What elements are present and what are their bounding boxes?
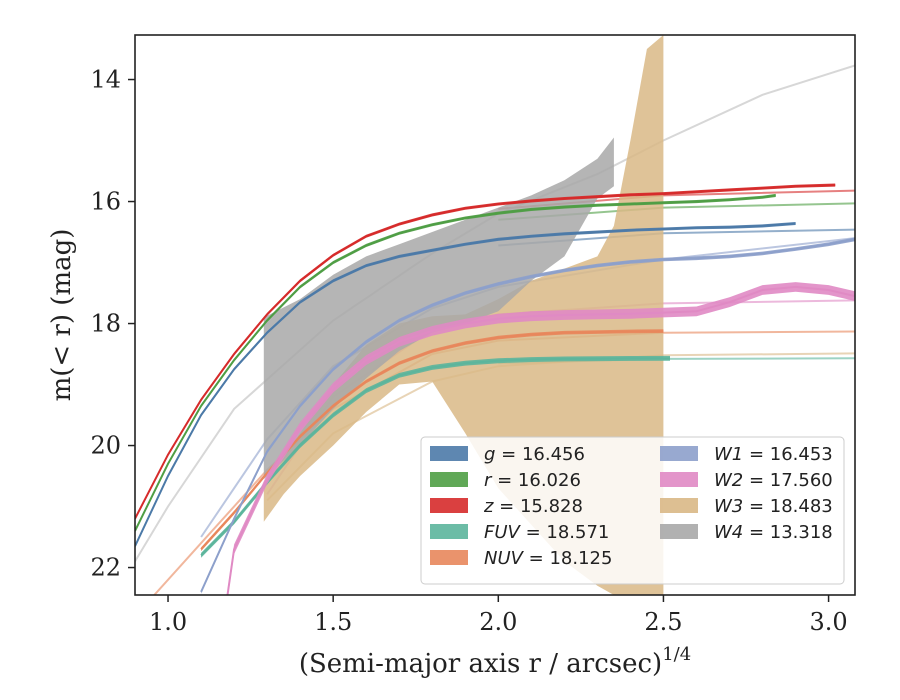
legend-swatch-w4 (660, 524, 698, 539)
legend-box (420, 436, 845, 585)
x-tick-label: 1.5 (314, 608, 352, 636)
legend-swatch-fuv (430, 524, 468, 539)
legend-swatch-w1 (660, 446, 698, 461)
x-axis-label: (Semi-major axis r / arcsec)1/4 (299, 644, 691, 679)
legend-label-w1: W1 = 16.453 (714, 444, 833, 465)
legend-label-fuv: FUV = 18.571 (484, 522, 609, 543)
x-tick-label: 1.0 (149, 608, 187, 636)
series-w2-line (226, 285, 855, 595)
legend-swatch-z (430, 498, 468, 513)
legend-label-r: r = 16.026 (484, 470, 581, 491)
y-tick-label: 22 (90, 554, 121, 582)
legend-label-g: g = 16.456 (484, 444, 585, 465)
series-r-line (135, 194, 776, 532)
legend-label-w4: W4 = 13.318 (714, 522, 833, 543)
axes-frame (134, 34, 856, 596)
series-g-line (135, 222, 796, 547)
legend-swatch-w2 (660, 472, 698, 487)
legend-label-nuv: NUV = 18.125 (484, 548, 612, 569)
legend-label-w3: W3 = 18.483 (714, 496, 833, 517)
x-tick-label: 2.0 (479, 608, 517, 636)
y-axis: 14 16 18 20 22 (90, 66, 135, 582)
legend: g = 16.456 r = 16.026 z = 15.828 FUV = 18.5… (420, 436, 845, 585)
y-tick-label: 14 (90, 66, 121, 94)
legend-swatch-r (430, 472, 468, 487)
legend-swatch-nuv (430, 550, 468, 565)
legend-swatch-w3 (660, 498, 698, 513)
series-w4-area (263, 137, 614, 480)
y-axis-label: m(< r) (mag) (47, 229, 77, 402)
x-tick-label: 2.5 (644, 608, 682, 636)
legend-label-z: z = 15.828 (483, 496, 583, 517)
series-w1-line (200, 238, 855, 593)
y-tick-label: 18 (90, 310, 121, 338)
legend-swatch-g (430, 446, 468, 461)
legend-label-w2: W2 = 17.560 (714, 470, 833, 491)
x-axis: 1.0 1.5 2.0 2.5 3.0 (149, 595, 848, 636)
x-tick-label: 3.0 (809, 608, 847, 636)
series-z-line (135, 184, 836, 520)
y-tick-label: 20 (90, 432, 121, 460)
series-fuv-line (200, 357, 670, 557)
y-tick-label: 16 (90, 188, 121, 216)
